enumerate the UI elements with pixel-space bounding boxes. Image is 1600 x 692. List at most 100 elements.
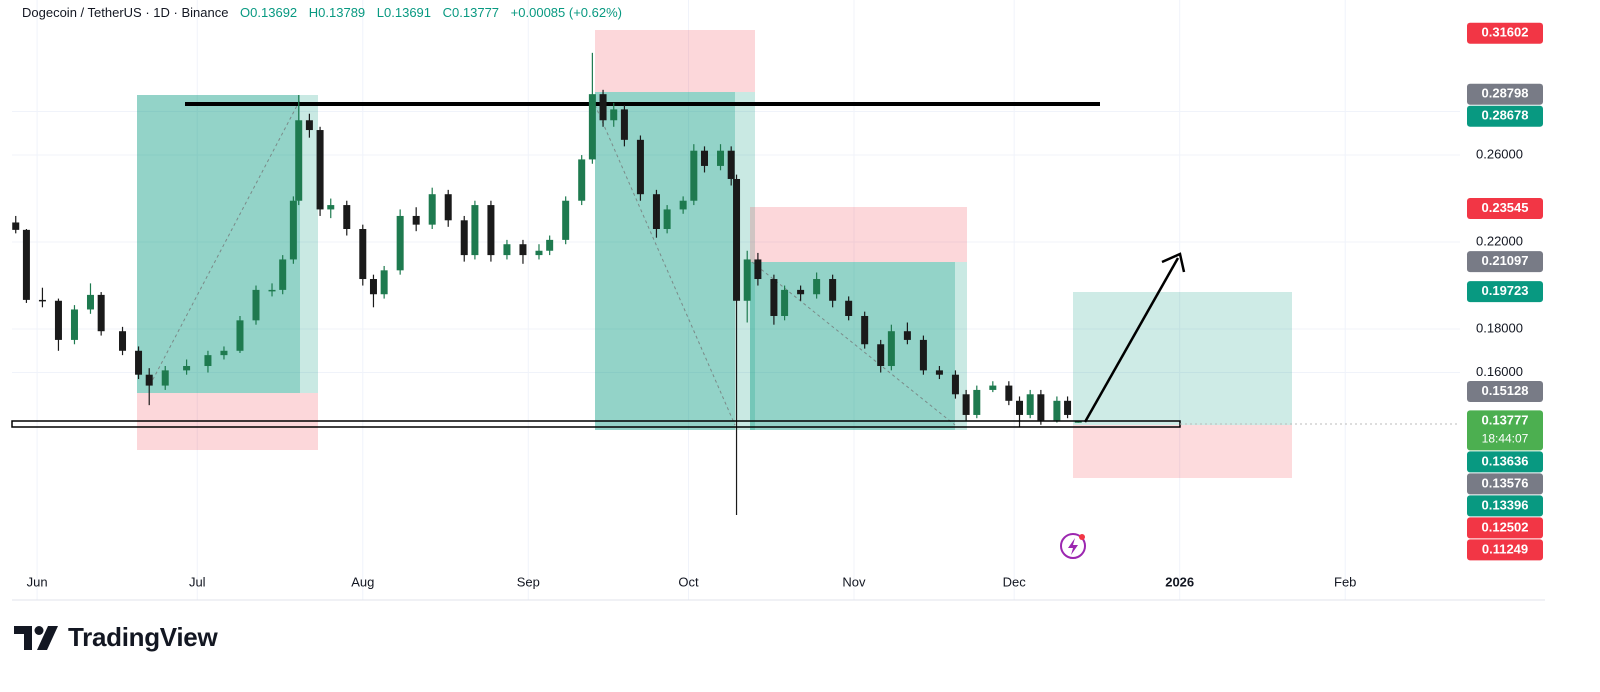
candle-body	[781, 289, 789, 316]
candle-body	[770, 279, 778, 316]
stop-zone	[750, 207, 967, 262]
candle-body	[1016, 400, 1024, 415]
stop-zone	[595, 30, 755, 92]
candle-body	[70, 309, 78, 340]
candle-body	[1074, 420, 1082, 423]
open: O0.13692	[240, 5, 298, 20]
price-label-bg	[1467, 410, 1543, 451]
candle-body	[1053, 400, 1061, 421]
price-label: 0.12502	[1482, 519, 1529, 534]
candle-body	[727, 150, 735, 179]
candle-body	[861, 315, 869, 345]
candle-body	[86, 294, 94, 310]
y-tick-label: 0.26000	[1476, 146, 1523, 161]
price-label: 0.31602	[1482, 25, 1529, 40]
price-label: 0.21097	[1482, 253, 1529, 268]
candle-body	[845, 300, 853, 316]
candle-body	[54, 300, 62, 340]
candle-body	[220, 350, 228, 356]
candle-body	[546, 239, 554, 251]
candle-body	[305, 120, 313, 131]
price-label-bg	[1467, 105, 1543, 127]
change: +0.00085 (+0.62%)	[510, 5, 622, 20]
x-tick-label: Dec	[1003, 574, 1027, 589]
candle-body	[690, 150, 698, 201]
candle-body	[444, 194, 452, 221]
candle-body	[588, 94, 596, 160]
candle-body	[1037, 394, 1045, 421]
price-label-bg	[1467, 251, 1543, 273]
price-label-bg	[1467, 517, 1543, 539]
candle-body	[268, 289, 276, 292]
axes: JunJulAugSepOctNovDec2026Feb0.280000.260…	[27, 22, 1543, 589]
candle-body	[717, 150, 725, 166]
arrow	[1083, 257, 1180, 423]
price-label-bg	[1467, 197, 1543, 219]
candle-body	[412, 215, 420, 225]
x-tick-label: Aug	[351, 574, 374, 589]
candle-body	[327, 205, 335, 210]
candle-body	[252, 289, 260, 321]
candle-body	[887, 331, 895, 367]
candle-body	[359, 228, 367, 280]
candle-body	[343, 205, 351, 229]
candle-body	[161, 370, 169, 386]
price-label: 0.13396	[1482, 497, 1529, 512]
candle-body	[1005, 385, 1013, 401]
candle-body	[279, 259, 287, 290]
drawings-top	[11, 252, 1460, 559]
price-label: 0.15128	[1482, 383, 1529, 398]
price-label: 0.13777	[1482, 412, 1529, 427]
y-tick-label: 0.18000	[1476, 320, 1523, 335]
target-zone	[1073, 292, 1292, 425]
price-label-bg	[1467, 83, 1543, 105]
candle-body	[22, 229, 30, 300]
high: H0.13789	[308, 5, 366, 20]
candle-body	[652, 194, 660, 229]
x-tick-label: Oct	[678, 574, 699, 589]
stop-zone	[1073, 425, 1292, 478]
candle-body	[535, 250, 543, 256]
x-tick-label: Jun	[27, 574, 48, 589]
candle-body	[236, 320, 244, 351]
candle-body	[380, 270, 388, 295]
candle-body	[562, 200, 570, 240]
alert-icon[interactable]	[1060, 533, 1086, 559]
candle-body	[471, 205, 479, 256]
candle-body	[289, 200, 297, 260]
price-label-bg	[1467, 380, 1543, 402]
candle-body	[951, 374, 959, 395]
candle-body	[743, 259, 751, 301]
candle-body	[663, 209, 671, 229]
candle-body	[145, 374, 153, 386]
candle-body	[38, 299, 46, 302]
logo: TradingView	[14, 622, 218, 653]
candle-body	[396, 215, 404, 271]
price-label-bg	[1467, 22, 1543, 44]
close: C0.13777	[442, 5, 500, 20]
candle-body	[962, 394, 970, 415]
candle-body	[754, 259, 762, 280]
candle-body	[1064, 400, 1072, 415]
x-tick-label: 2026	[1165, 574, 1194, 589]
candle-body	[679, 200, 687, 210]
target-zone-filled	[595, 92, 735, 430]
candle-body	[877, 344, 885, 367]
candle-body	[183, 366, 191, 371]
candle-body	[503, 244, 511, 256]
price-label-bg	[1467, 281, 1543, 303]
arrow-head	[1161, 252, 1186, 273]
candle-body	[636, 139, 644, 195]
candles	[12, 52, 1082, 515]
candle-body	[295, 120, 303, 201]
low: L0.13691	[376, 5, 432, 20]
logo-text: TradingView	[68, 622, 218, 652]
candle-body	[620, 109, 628, 140]
alert-dot	[1079, 534, 1085, 540]
price-label-bg	[1467, 539, 1543, 561]
candle-body	[460, 220, 468, 256]
logo-mark	[14, 625, 58, 650]
candle-body	[733, 178, 741, 301]
